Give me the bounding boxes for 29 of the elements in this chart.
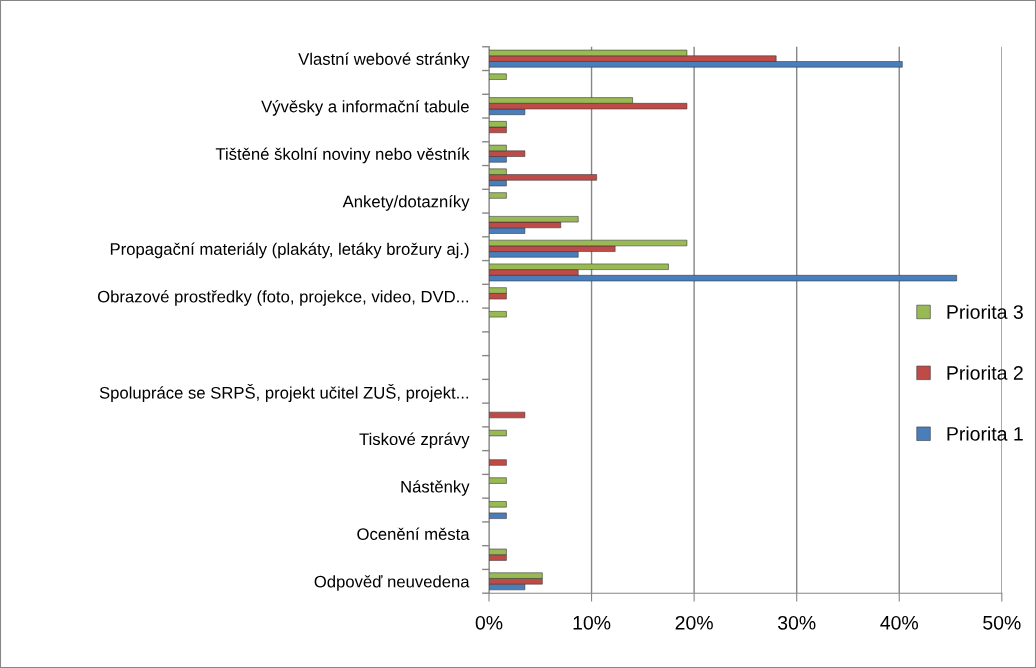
legend-label: Priorita 3	[947, 304, 1023, 319]
bar	[488, 311, 507, 318]
bar	[488, 512, 507, 519]
x-tick-label: 50%	[983, 615, 1021, 630]
y-tick-label: Vlastní webové stránky	[298, 52, 470, 69]
x-tick-label: 40%	[880, 615, 919, 630]
y-tick-label: Obrazové prostředky (foto, projekce, video, DVD...	[97, 290, 469, 306]
bar	[488, 477, 507, 484]
y-tick-label: Ankety/dotazníky	[342, 195, 470, 211]
bar	[488, 192, 507, 199]
y-tick-label: Propagační materiály (plakáty, letáky brožury aj.)	[110, 242, 469, 259]
bar	[488, 411, 526, 419]
y-tick-label: Tištěné školní noviny nebo věstník	[215, 147, 470, 164]
y-tick-label: Ocenění města	[357, 527, 470, 540]
y-tick-label: Nástěnky	[401, 480, 470, 496]
x-tick-label: 20%	[675, 615, 713, 630]
bar	[488, 429, 507, 437]
bar	[488, 459, 507, 466]
y-tick-label: Vývěsky a informační tabule	[261, 100, 469, 116]
y-tick-label: Odpověď neuvedena	[314, 575, 470, 591]
y-tick-label: Tiskové zprávy	[359, 432, 470, 449]
bar	[488, 73, 507, 80]
y-tick-label: Spolupráce se SRPŠ, projekt učitel ZUŠ, projekt...	[99, 383, 469, 402]
x-tick-label: 0%	[475, 615, 503, 630]
legend-label: Priorita 2	[947, 365, 1023, 380]
x-tick-label: 10%	[573, 615, 611, 630]
legend-label: Priorita 1	[947, 426, 1023, 441]
x-tick-label: 30%	[777, 615, 816, 630]
bar	[488, 501, 507, 508]
